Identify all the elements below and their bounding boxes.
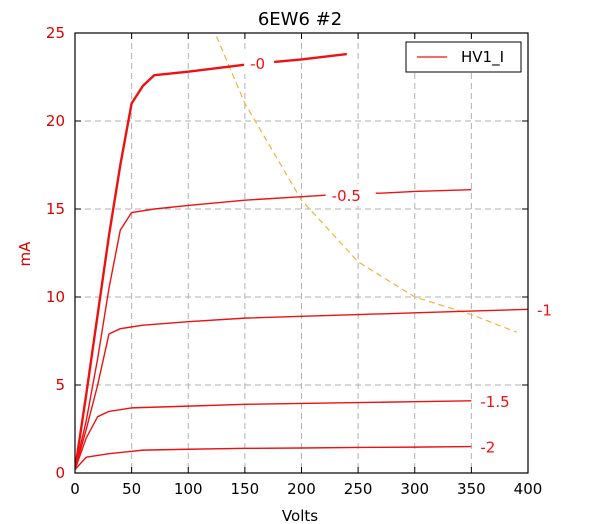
load-line	[216, 36, 517, 333]
x-tick-label: 200	[287, 480, 316, 498]
chart-title: 6EW6 #2	[258, 9, 342, 30]
x-tick-label: 100	[174, 480, 203, 498]
curve-label: -2	[480, 439, 495, 457]
y-axis-label: mA	[16, 241, 34, 267]
plot-frame	[74, 32, 529, 474]
curve--0_5	[75, 188, 472, 470]
curve-label: -1	[537, 301, 552, 319]
y-tick-label: 20	[46, 112, 65, 130]
x-tick-label: 150	[231, 480, 260, 498]
x-tick-label: 400	[514, 480, 543, 498]
legend-entry-label: HV1_I	[461, 48, 504, 67]
curve-label-box	[244, 51, 275, 74]
x-tick-label: 250	[344, 480, 373, 498]
plot-area: 0 50 100 150 200 250 300 350 400 0 5 10 15 20 25 -0 -0.5…	[46, 24, 561, 498]
y-tick-label: 0	[55, 464, 65, 482]
curve-label-box	[474, 435, 505, 458]
x-tick-label: 0	[70, 480, 80, 498]
curve-label: -1.5	[480, 393, 509, 411]
curve--0	[75, 52, 347, 470]
x-tick-label: 350	[457, 480, 486, 498]
curve--1	[75, 308, 528, 470]
curve-label-box	[474, 389, 525, 412]
y-tick-label: 25	[46, 24, 65, 42]
x-tick-label: 50	[122, 480, 141, 498]
curve--1_5	[75, 400, 472, 470]
curve-label: -0	[250, 55, 265, 73]
curve-label-box	[325, 183, 376, 206]
legend: HV1_I	[405, 41, 522, 73]
x-tick-label: 300	[400, 480, 429, 498]
curve-label-box	[531, 298, 561, 321]
y-tick-label: 5	[55, 376, 65, 394]
y-tick-label: 15	[46, 200, 65, 218]
curve-label: -0.5	[332, 187, 361, 205]
x-axis-label: Volts	[282, 507, 318, 524]
y-tick-label: 10	[46, 288, 65, 306]
curve--2	[75, 445, 472, 470]
